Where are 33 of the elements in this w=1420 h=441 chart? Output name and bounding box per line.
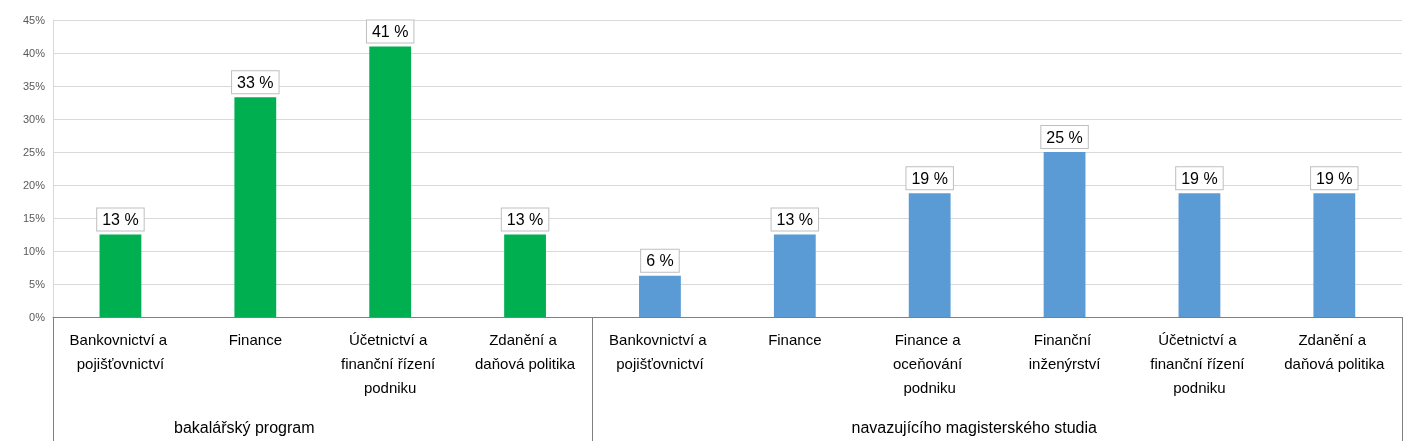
x-tick-label: Účetnictví a finanční řízení podniku <box>340 330 440 396</box>
data-label: 19 % <box>1181 169 1218 187</box>
x-tick-label: Finanční inženýrství <box>1028 330 1102 372</box>
data-label: 33 % <box>237 73 274 91</box>
data-label: 19 % <box>1316 169 1353 187</box>
y-tick-label: 35% <box>22 80 46 92</box>
y-tick-label: 10% <box>22 245 46 257</box>
text: navazujícího magisterského studia <box>851 418 1098 436</box>
data-label: 13 % <box>776 211 814 228</box>
x-tick-label: Finance a oceňování podniku <box>892 330 967 396</box>
y-tick-label: 30% <box>22 113 46 125</box>
bar <box>1043 152 1086 317</box>
x-tick-label: Finance <box>768 330 822 348</box>
x-tick-label: Zdanění a daňová politika <box>1284 330 1385 372</box>
x-tick-label: Finance <box>228 330 282 348</box>
y-tick-label: 25% <box>22 146 46 158</box>
x-tick-label: Bankovnictví a pojišťovnictví <box>69 330 172 372</box>
text: bakalářský program <box>174 418 315 436</box>
y-tick-label: 20% <box>22 179 46 191</box>
y-tick-label: 0% <box>29 311 46 323</box>
data-label: 41 % <box>371 22 409 40</box>
y-tick-label: 45% <box>22 14 46 26</box>
data-label: 25 % <box>1046 128 1083 146</box>
y-tick-label: 15% <box>22 212 46 224</box>
x-tick-label: Bankovnictví a pojišťovnictví <box>609 330 711 372</box>
data-label: 13 % <box>102 211 139 228</box>
y-tick-label: 5% <box>29 278 46 290</box>
x-tick-label: Účetnictví a finanční řízení podniku <box>1150 330 1249 396</box>
data-label: 19 % <box>911 169 948 187</box>
data-label: 6 % <box>646 252 674 270</box>
data-label: 13 % <box>506 211 544 228</box>
x-tick-label: Zdanění a daňová politika <box>475 330 576 372</box>
y-tick-label: 40% <box>22 47 46 59</box>
